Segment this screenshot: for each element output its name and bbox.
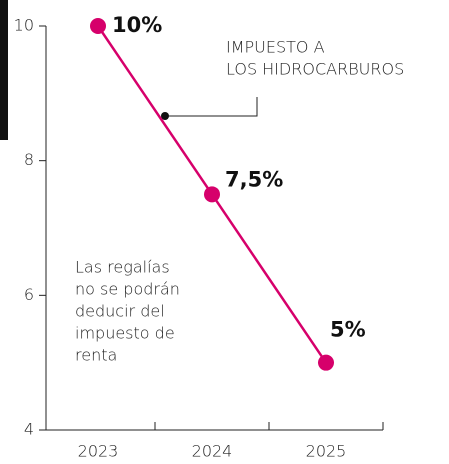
y-tick-label: 10 [14,16,34,35]
annotation: Las regalías [75,258,170,277]
y-tick-label: 4 [24,420,34,439]
value-label: 7,5% [225,167,283,191]
leader-line [165,97,258,117]
x-tick-label: 2023 [78,442,119,461]
point [204,186,220,203]
x-tick-label: 2025 [306,442,347,461]
leader-dot [161,112,169,120]
y-tick-label: 6 [24,285,34,304]
point [318,354,334,371]
annotation: IMPUESTO A [226,38,325,57]
annotation: no se podrán [75,280,180,299]
annotation: deducir del [75,302,165,321]
value-label: 5% [330,318,366,342]
annotation: impuesto de [75,324,175,343]
point [90,18,106,34]
annotation: LOS HIDROCARBUROS [226,60,404,79]
side-bar [0,0,8,140]
value-label: 10% [112,13,162,37]
annotation: renta [75,346,117,365]
y-tick-label: 8 [24,150,34,169]
x-tick-label: 2024 [192,442,233,461]
